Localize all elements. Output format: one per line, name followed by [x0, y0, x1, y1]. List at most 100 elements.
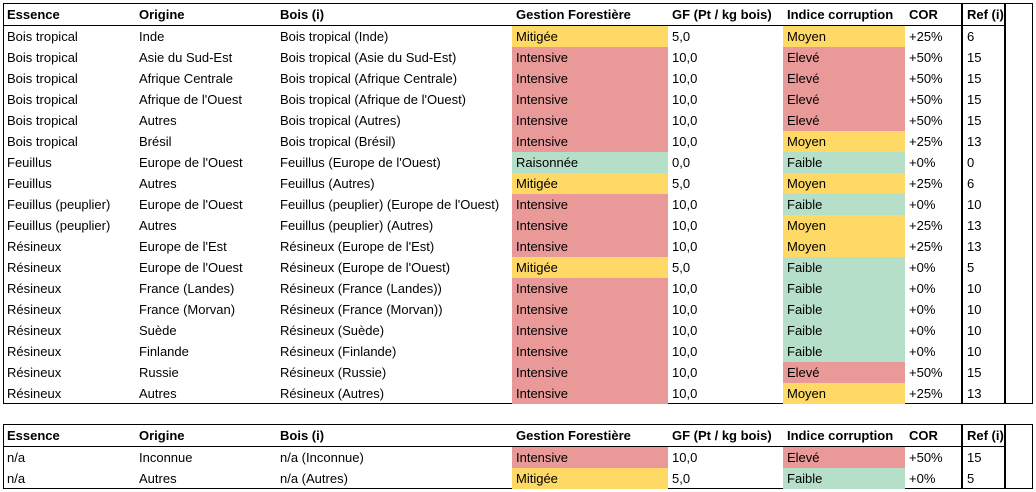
cell-origine: Autres: [139, 176, 177, 191]
cell-origine: Autres: [139, 218, 177, 233]
cell-bois: Résineux (France (Landes)): [280, 281, 442, 296]
cell-ref: 13: [961, 131, 1006, 152]
cell-cor: +25%: [909, 386, 943, 401]
cell-gestion: Intensive: [512, 215, 668, 236]
cell-origine: Europe de l'Ouest: [139, 155, 243, 170]
cell-indice: Faible: [783, 152, 905, 173]
cell-cor: +0%: [909, 197, 936, 212]
cell-indice: Faible: [783, 278, 905, 299]
cell-gestion: Intensive: [512, 362, 668, 383]
cell-ref: 15: [961, 446, 1006, 468]
cell-origine: Europe de l'Est: [139, 239, 227, 254]
cell-origine: Finlande: [139, 344, 189, 359]
cell-bois: n/a (Inconnue): [280, 450, 364, 465]
cell-indice: Elevé: [783, 89, 905, 110]
cell-gestion: Mitigée: [512, 25, 668, 47]
cell-essence: Bois tropical: [7, 92, 78, 107]
cell-indice: Faible: [783, 257, 905, 278]
cell-origine: France (Morvan): [139, 302, 236, 317]
cell-cor: +50%: [909, 71, 943, 86]
cell-indice: Moyen: [783, 236, 905, 257]
cell-gf: 10,0: [672, 134, 698, 149]
cell-bois: Bois tropical (Brésil): [280, 134, 396, 149]
cell-ref: 10: [961, 278, 1006, 299]
cell-gf: 10,0: [672, 450, 698, 465]
cell-indice: Moyen: [783, 131, 905, 152]
header-cor: COR: [905, 425, 962, 447]
cell-bois: Bois tropical (Inde): [280, 29, 389, 44]
cell-origine: Russie: [139, 365, 179, 380]
cell-gestion: Intensive: [512, 341, 668, 362]
cell-bois: Bois tropical (Autres): [280, 113, 401, 128]
cell-essence: Bois tropical: [7, 29, 78, 44]
header-bois: Bois (i): [276, 4, 512, 26]
cell-bois: Résineux (Suède): [280, 323, 385, 338]
cell-bois: Résineux (Autres): [280, 386, 385, 401]
cell-ref: 13: [961, 236, 1006, 257]
cell-cor: +0%: [909, 155, 936, 170]
table-row: Résineux Suède Résineux (Suède) Intensive 10…: [3, 320, 1006, 341]
table-row: Bois tropical Autres Bois tropical (Autres…: [3, 110, 1006, 131]
cell-gestion: Mitigée: [512, 173, 668, 194]
cell-bois: Bois tropical (Afrique Centrale): [280, 71, 458, 86]
cell-origine: Autres: [139, 386, 177, 401]
header-gestion: Gestion Forestière: [512, 425, 668, 447]
cell-essence: Feuillus: [7, 176, 52, 191]
table-row: Bois tropical Brésil Bois tropical (Brésil…: [3, 131, 1006, 152]
cell-gf: 5,0: [672, 471, 691, 486]
cell-gestion: Intensive: [512, 299, 668, 320]
cell-indice: Faible: [783, 341, 905, 362]
cell-indice: Faible: [783, 320, 905, 341]
header-row: Essence Origine Bois (i) Gestion Foresti…: [3, 425, 1006, 447]
cell-origine: Europe de l'Ouest: [139, 197, 243, 212]
cell-origine: Suède: [139, 323, 177, 338]
cell-essence: Résineux: [7, 302, 62, 317]
cell-essence: Résineux: [7, 344, 62, 359]
cell-cor: +0%: [909, 281, 936, 296]
cell-ref: 10: [961, 194, 1006, 215]
cell-cor: +50%: [909, 92, 943, 107]
cell-ref: 15: [961, 68, 1006, 89]
cell-essence: Bois tropical: [7, 71, 78, 86]
cell-gf: 10,0: [672, 218, 698, 233]
cell-cor: +25%: [909, 218, 943, 233]
table-row: Résineux France (Landes) Résineux (France …: [3, 278, 1006, 299]
header-essence: Essence: [3, 4, 135, 26]
table-row: Bois tropical Afrique de l'Ouest Bois trop…: [3, 89, 1006, 110]
cell-gestion: Intensive: [512, 110, 668, 131]
cell-cor: +50%: [909, 450, 943, 465]
cell-gf: 10,0: [672, 71, 698, 86]
cell-ref: 0: [961, 152, 1006, 173]
cell-gf: 10,0: [672, 281, 698, 296]
header-gestion: Gestion Forestière: [512, 4, 668, 26]
cell-cor: +25%: [909, 176, 943, 191]
cell-ref: 13: [961, 383, 1006, 404]
cell-cor: +50%: [909, 50, 943, 65]
cell-cor: +25%: [909, 239, 943, 254]
header-indice: Indice corruption: [783, 425, 905, 447]
cell-ref: 15: [961, 362, 1006, 383]
cell-gf: 0,0: [672, 155, 691, 170]
table-row: n/a Inconnue n/a (Inconnue) Intensive 10,0 El…: [3, 446, 1006, 468]
cell-gf: 5,0: [672, 29, 691, 44]
cell-gestion: Intensive: [512, 194, 668, 215]
cell-bois: Bois tropical (Asie du Sud-Est): [280, 50, 457, 65]
cell-essence: Feuillus (peuplier): [7, 197, 111, 212]
table-row: Résineux France (Morvan) Résineux (France …: [3, 299, 1006, 320]
cell-gf: 10,0: [672, 92, 698, 107]
cell-bois: Résineux (Europe de l'Est): [280, 239, 435, 254]
cell-bois: Feuillus (peuplier) (Europe de l'Ouest): [280, 197, 500, 212]
cell-essence: Résineux: [7, 239, 62, 254]
cell-cor: +50%: [909, 113, 943, 128]
cell-gestion: Intensive: [512, 446, 668, 468]
cell-cor: +25%: [909, 134, 943, 149]
header-origine: Origine: [135, 425, 276, 447]
cell-essence: Résineux: [7, 260, 62, 275]
cell-gf: 5,0: [672, 260, 691, 275]
cell-gestion: Mitigée: [512, 468, 668, 489]
cell-gf: 10,0: [672, 386, 698, 401]
cell-origine: Inde: [139, 29, 165, 44]
header-row: Essence Origine Bois (i) Gestion Foresti…: [3, 4, 1006, 26]
table-row: n/a Autres n/a (Autres) Mitigée 5,0 Faible +0%…: [3, 468, 1006, 489]
cell-bois: Bois tropical (Afrique de l'Ouest): [280, 92, 467, 107]
